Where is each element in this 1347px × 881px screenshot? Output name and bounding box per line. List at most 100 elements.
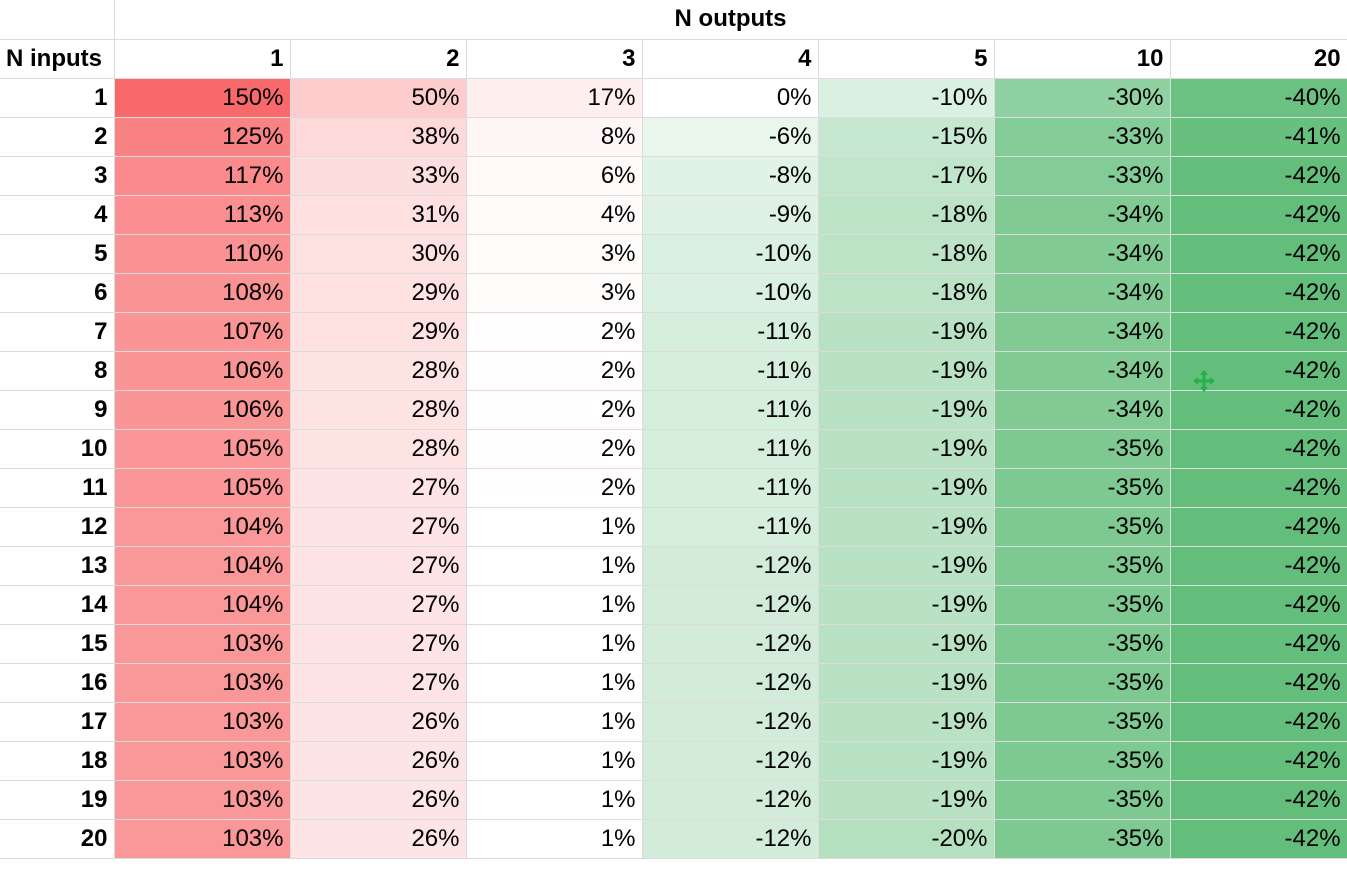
data-cell[interactable]: -35% xyxy=(994,702,1171,742)
data-cell[interactable]: -19% xyxy=(818,741,995,781)
data-cell[interactable]: -35% xyxy=(994,507,1171,547)
data-cell[interactable]: -15% xyxy=(818,117,995,157)
data-cell[interactable]: -12% xyxy=(642,780,819,820)
data-cell[interactable]: 108% xyxy=(114,273,291,313)
data-cell[interactable]: -35% xyxy=(994,624,1171,664)
data-cell[interactable]: 117% xyxy=(114,156,291,196)
data-cell[interactable]: 103% xyxy=(114,702,291,742)
data-cell[interactable]: 33% xyxy=(290,156,467,196)
data-cell[interactable]: -19% xyxy=(818,663,995,703)
data-cell[interactable]: 26% xyxy=(290,780,467,820)
data-cell[interactable]: 110% xyxy=(114,234,291,274)
data-cell[interactable]: -42% xyxy=(1170,156,1347,196)
data-cell[interactable]: 29% xyxy=(290,312,467,352)
data-cell[interactable]: -6% xyxy=(642,117,819,157)
data-cell[interactable]: -34% xyxy=(994,234,1171,274)
data-cell[interactable]: 26% xyxy=(290,702,467,742)
data-cell[interactable]: -42% xyxy=(1170,312,1347,352)
data-cell[interactable]: -18% xyxy=(818,195,995,235)
data-cell[interactable]: 113% xyxy=(114,195,291,235)
data-cell[interactable]: 2% xyxy=(466,351,643,391)
data-cell[interactable]: 103% xyxy=(114,741,291,781)
column-header-1[interactable]: 1 xyxy=(114,39,291,79)
data-cell[interactable]: -19% xyxy=(818,780,995,820)
data-cell[interactable]: -11% xyxy=(642,312,819,352)
data-cell[interactable]: 2% xyxy=(466,468,643,508)
data-cell[interactable]: -19% xyxy=(818,585,995,625)
data-cell[interactable]: -34% xyxy=(994,273,1171,313)
data-cell[interactable]: 3% xyxy=(466,273,643,313)
data-cell[interactable]: 107% xyxy=(114,312,291,352)
row-header-cell[interactable]: 12 xyxy=(0,507,115,547)
column-header-20[interactable]: 20 xyxy=(1170,39,1347,79)
row-header-cell[interactable]: 16 xyxy=(0,663,115,703)
column-header-4[interactable]: 4 xyxy=(642,39,819,79)
row-header-cell[interactable]: 5 xyxy=(0,234,115,274)
column-header-2[interactable]: 2 xyxy=(290,39,467,79)
data-cell[interactable]: -42% xyxy=(1170,702,1347,742)
data-cell[interactable]: 30% xyxy=(290,234,467,274)
data-cell[interactable]: 125% xyxy=(114,117,291,157)
data-cell[interactable]: -42% xyxy=(1170,234,1347,274)
data-cell[interactable]: -19% xyxy=(818,546,995,586)
data-cell[interactable]: -35% xyxy=(994,780,1171,820)
data-cell[interactable]: -42% xyxy=(1170,663,1347,703)
data-cell[interactable]: 26% xyxy=(290,741,467,781)
row-header-cell[interactable]: 20 xyxy=(0,819,115,859)
row-header-cell[interactable]: 7 xyxy=(0,312,115,352)
data-cell[interactable]: -19% xyxy=(818,507,995,547)
data-cell[interactable]: -34% xyxy=(994,195,1171,235)
data-cell[interactable]: -12% xyxy=(642,585,819,625)
data-cell[interactable]: -10% xyxy=(642,234,819,274)
data-cell[interactable]: -11% xyxy=(642,429,819,469)
data-cell[interactable]: -42% xyxy=(1170,390,1347,430)
data-cell[interactable]: 1% xyxy=(466,780,643,820)
data-cell[interactable]: 105% xyxy=(114,468,291,508)
data-cell[interactable]: -11% xyxy=(642,468,819,508)
data-cell[interactable]: -35% xyxy=(994,741,1171,781)
data-cell[interactable]: 27% xyxy=(290,507,467,547)
group-header-n-outputs[interactable]: N outputs xyxy=(114,0,1347,40)
data-cell[interactable]: 28% xyxy=(290,351,467,391)
data-cell[interactable]: -19% xyxy=(818,390,995,430)
data-cell[interactable]: -42% xyxy=(1170,546,1347,586)
row-header-cell[interactable]: 19 xyxy=(0,780,115,820)
data-cell[interactable]: -35% xyxy=(994,819,1171,859)
row-header-cell[interactable]: 11 xyxy=(0,468,115,508)
data-cell[interactable]: -20% xyxy=(818,819,995,859)
data-cell[interactable]: -12% xyxy=(642,819,819,859)
row-header-cell[interactable]: 8 xyxy=(0,351,115,391)
data-cell[interactable]: -35% xyxy=(994,429,1171,469)
data-cell[interactable]: 6% xyxy=(466,156,643,196)
data-cell[interactable]: -33% xyxy=(994,117,1171,157)
data-cell[interactable]: 1% xyxy=(466,663,643,703)
data-cell[interactable]: -10% xyxy=(818,78,995,118)
data-cell[interactable]: 106% xyxy=(114,351,291,391)
row-header-cell[interactable]: 17 xyxy=(0,702,115,742)
data-cell[interactable]: 0% xyxy=(642,78,819,118)
row-header-cell[interactable]: 4 xyxy=(0,195,115,235)
data-cell[interactable]: 8% xyxy=(466,117,643,157)
column-header-5[interactable]: 5 xyxy=(818,39,995,79)
data-cell[interactable]: -42% xyxy=(1170,468,1347,508)
data-cell[interactable]: 27% xyxy=(290,624,467,664)
data-cell[interactable]: -42% xyxy=(1170,585,1347,625)
data-cell[interactable]: -11% xyxy=(642,390,819,430)
data-cell[interactable]: 27% xyxy=(290,585,467,625)
data-cell[interactable]: -41% xyxy=(1170,117,1347,157)
data-cell[interactable]: -12% xyxy=(642,624,819,664)
data-cell[interactable]: 31% xyxy=(290,195,467,235)
data-cell[interactable]: 1% xyxy=(466,546,643,586)
data-cell[interactable]: 1% xyxy=(466,585,643,625)
data-cell[interactable]: -34% xyxy=(994,351,1171,391)
data-cell[interactable]: -12% xyxy=(642,741,819,781)
row-header-cell[interactable]: 6 xyxy=(0,273,115,313)
data-cell[interactable]: 1% xyxy=(466,702,643,742)
data-cell[interactable]: -18% xyxy=(818,273,995,313)
data-cell[interactable]: 103% xyxy=(114,624,291,664)
data-cell[interactable]: 2% xyxy=(466,390,643,430)
data-cell[interactable]: -42% xyxy=(1170,780,1347,820)
data-cell[interactable]: 28% xyxy=(290,390,467,430)
data-cell[interactable]: -40% xyxy=(1170,78,1347,118)
column-header-3[interactable]: 3 xyxy=(466,39,643,79)
